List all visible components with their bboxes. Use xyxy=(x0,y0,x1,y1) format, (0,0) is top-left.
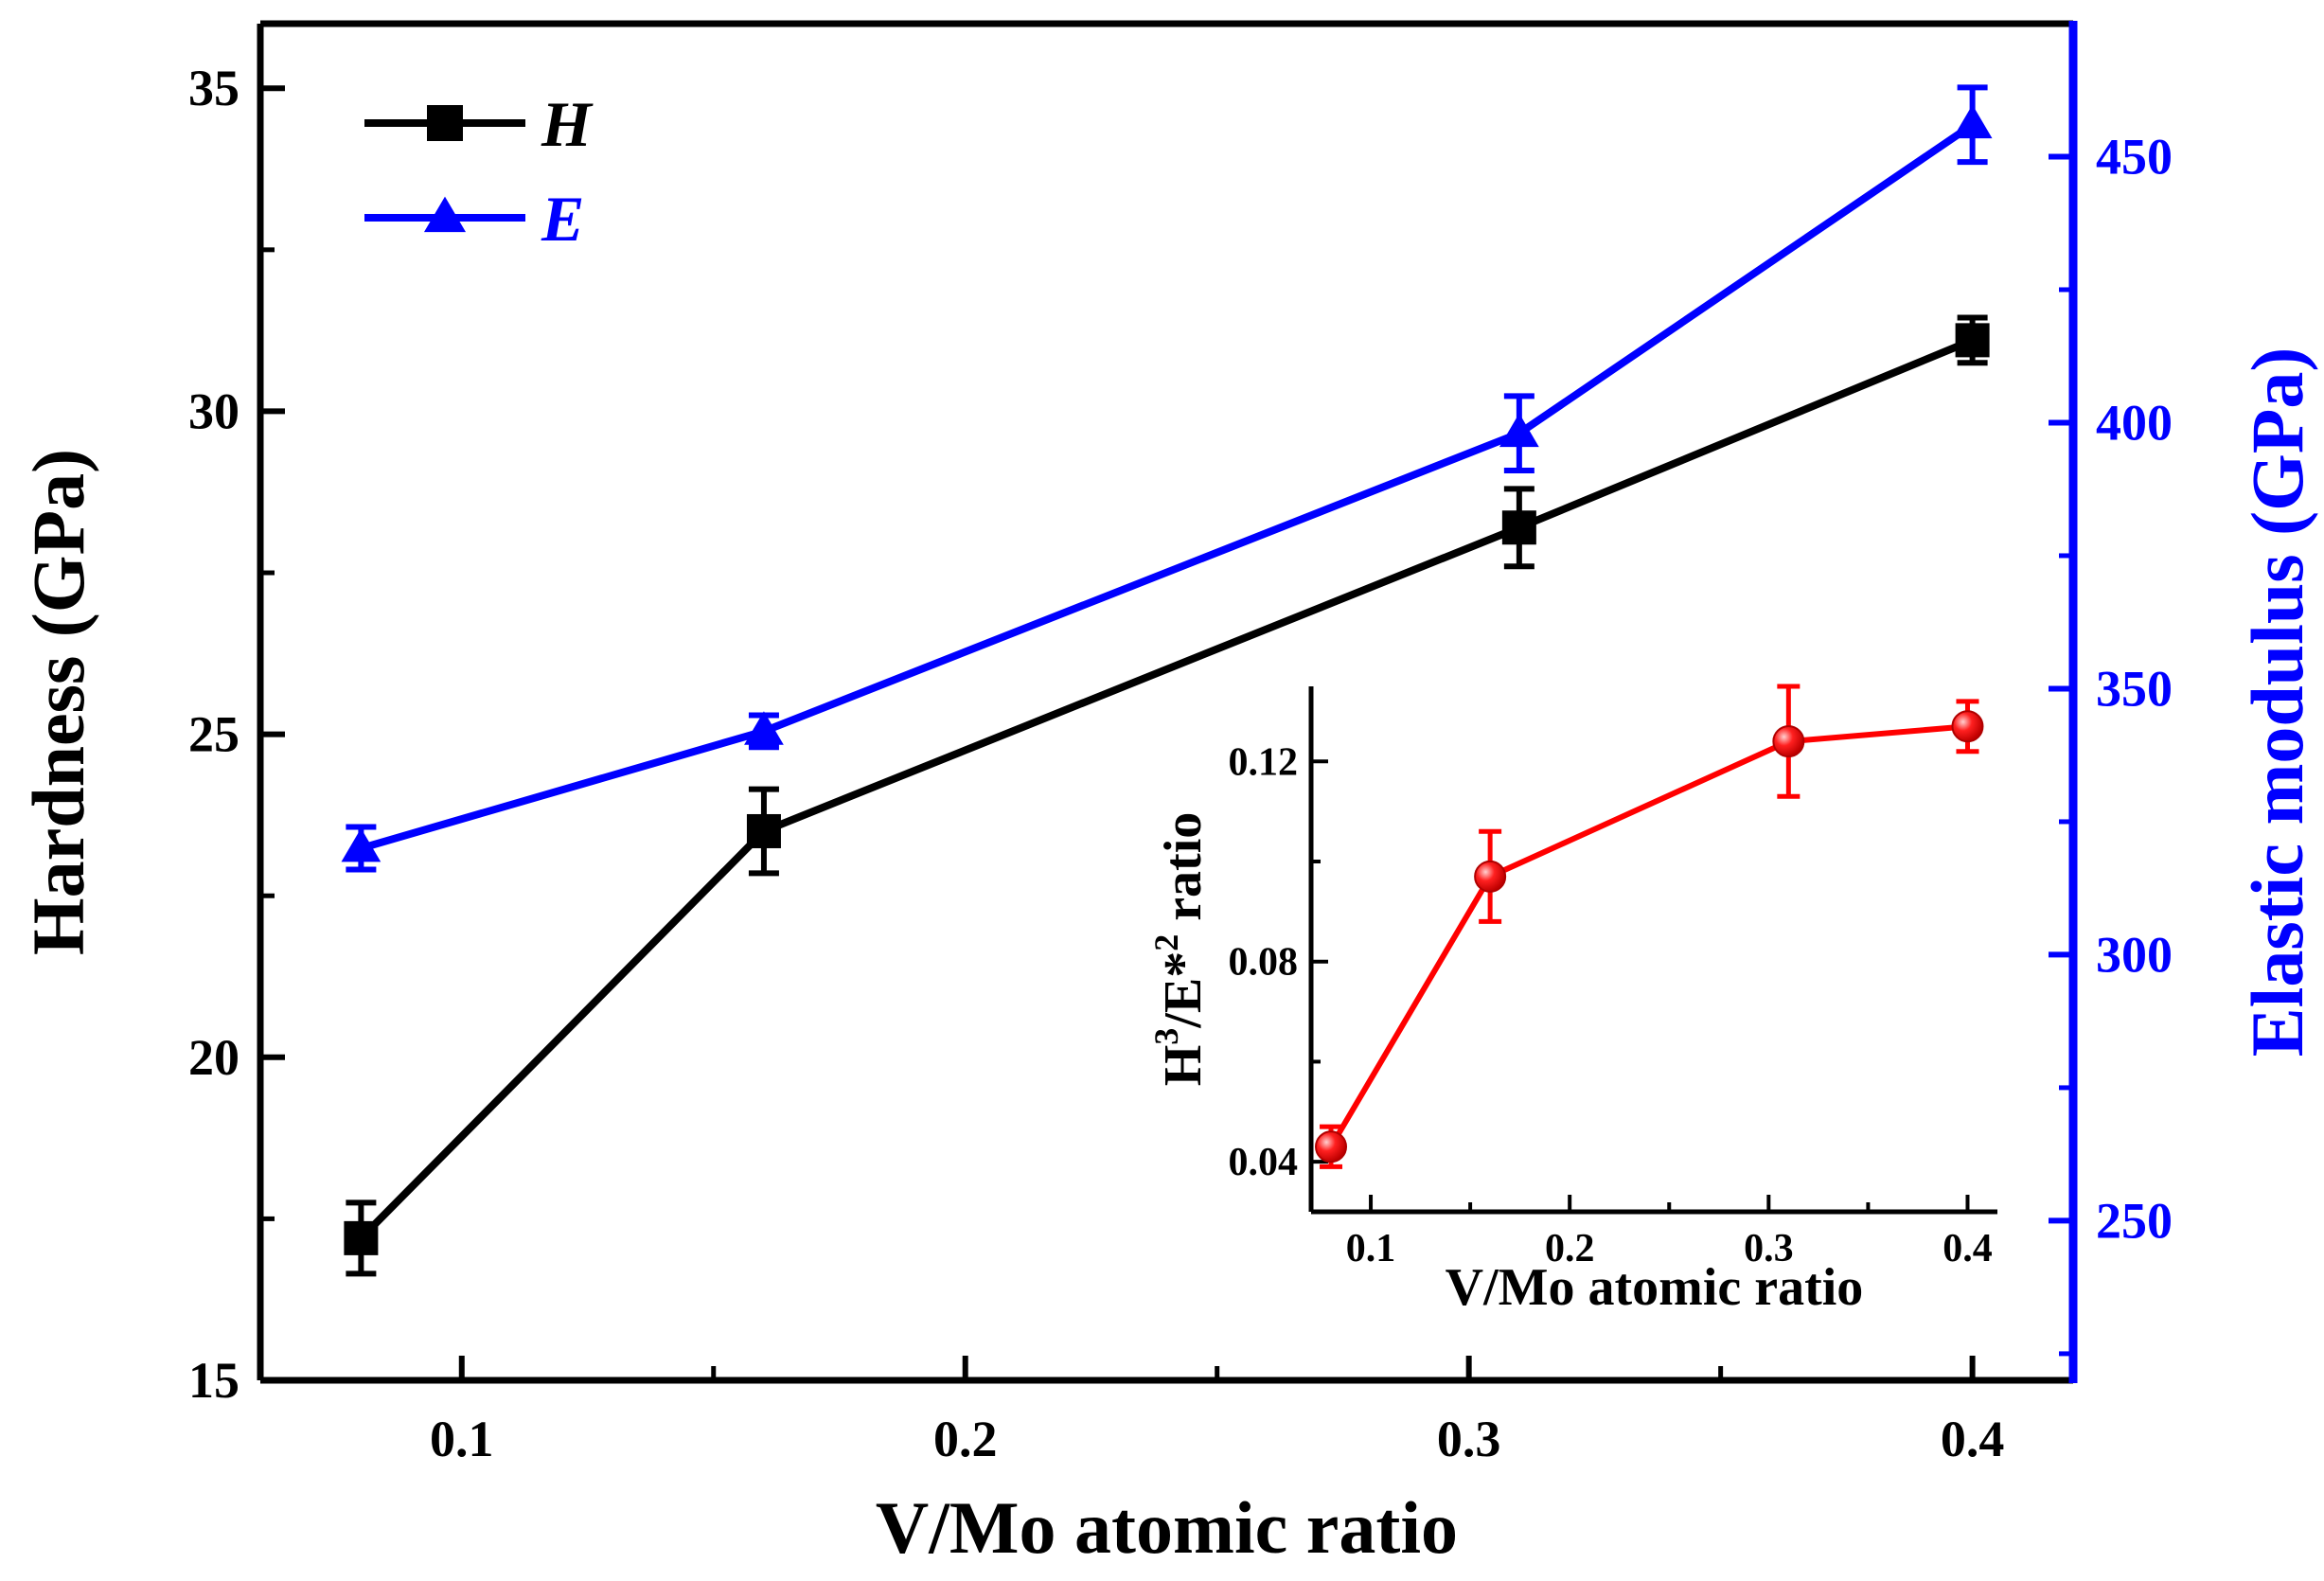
legend-H-marker xyxy=(427,105,463,141)
inset-series-line xyxy=(1328,723,1968,1148)
inset-y-tick-label: 0.08 xyxy=(1229,941,1299,985)
inset-y-title-base: H xyxy=(1154,1045,1213,1087)
series-H-marker xyxy=(1501,510,1536,545)
legend: HE xyxy=(364,88,594,255)
y-right-tick-label: 350 xyxy=(2096,660,2173,717)
y-right-tick-label: 400 xyxy=(2096,394,2173,451)
inset-y-title-base: ratio xyxy=(1154,812,1213,934)
inset-y-title-base: /E* xyxy=(1154,951,1213,1029)
inset-x-axis-title: V/Mo atomic ratio xyxy=(1446,1258,1864,1317)
inset-plot: 0.1 0.2 0.3 0.4 0.04 0.08 0.12 V/Mo atomic rati… xyxy=(1147,684,1997,1317)
x-tick-label: 0.2 xyxy=(933,1411,998,1467)
inset-x-tick-label: 0.4 xyxy=(1943,1227,1993,1270)
y-left-tick-label: 20 xyxy=(188,1029,239,1086)
series-E-marker xyxy=(744,711,784,745)
series-E-marker xyxy=(1499,413,1539,448)
x-tick-label: 0.4 xyxy=(1941,1411,2005,1467)
legend-entry-H: H xyxy=(364,88,594,160)
y-left-tick-label: 15 xyxy=(188,1352,239,1409)
inset-y-axis-title: H3/E*2 ratio xyxy=(1147,812,1213,1087)
legend-E-marker xyxy=(423,196,467,233)
legend-label-E: E xyxy=(541,183,584,255)
inset-series xyxy=(1315,684,1984,1169)
series-E xyxy=(341,84,1993,873)
y-right-tick-label: 300 xyxy=(2096,926,2173,983)
x-tick-label: 0.1 xyxy=(430,1411,494,1467)
inset-y-title-sup: 2 xyxy=(1147,934,1185,951)
series-E-marker xyxy=(1952,104,1993,139)
y-left-axis-title: Hardness (GPa) xyxy=(17,449,99,955)
series-E-line xyxy=(360,121,1975,852)
inset-y-tick-label: 0.12 xyxy=(1229,740,1299,784)
y-left-tick-label: 30 xyxy=(188,382,239,439)
inset-y-title-sup: 3 xyxy=(1147,1028,1185,1045)
series-H xyxy=(344,314,1990,1277)
inset-x-tick-label: 0.2 xyxy=(1545,1227,1595,1270)
inset-x-tick-label: 0.3 xyxy=(1744,1227,1794,1270)
x-axis-title: V/Mo atomic ratio xyxy=(876,1486,1458,1569)
series-H-line xyxy=(358,336,1975,1241)
legend-label-H: H xyxy=(541,88,594,160)
series-E-marker xyxy=(341,827,381,862)
y-right-tick-label: 250 xyxy=(2096,1192,2173,1249)
inset-x-tick-label: 0.1 xyxy=(1346,1227,1396,1270)
main-plot: 0.1 0.2 0.3 0.4 15 20 25 30 35 250 300 350 400 450 V/M… xyxy=(17,20,2318,1569)
inset-marker xyxy=(1951,710,1984,743)
inset-marker xyxy=(1315,1130,1348,1164)
inset-y-tick-label: 0.04 xyxy=(1229,1141,1299,1184)
y-left-tick-label: 25 xyxy=(188,706,239,763)
series-H-marker xyxy=(1955,323,1990,358)
series-H-marker xyxy=(746,813,781,848)
series-H-marker xyxy=(344,1220,379,1255)
inset-marker xyxy=(1772,725,1805,758)
y-right-tick-label: 450 xyxy=(2096,128,2173,185)
y-left-tick-label: 35 xyxy=(188,60,239,116)
y-right-axis-title: Elastic modulus (GPa) xyxy=(2236,347,2318,1057)
x-tick-label: 0.3 xyxy=(1437,1411,1501,1467)
legend-entry-E: E xyxy=(364,183,584,255)
inset-marker xyxy=(1474,860,1507,893)
